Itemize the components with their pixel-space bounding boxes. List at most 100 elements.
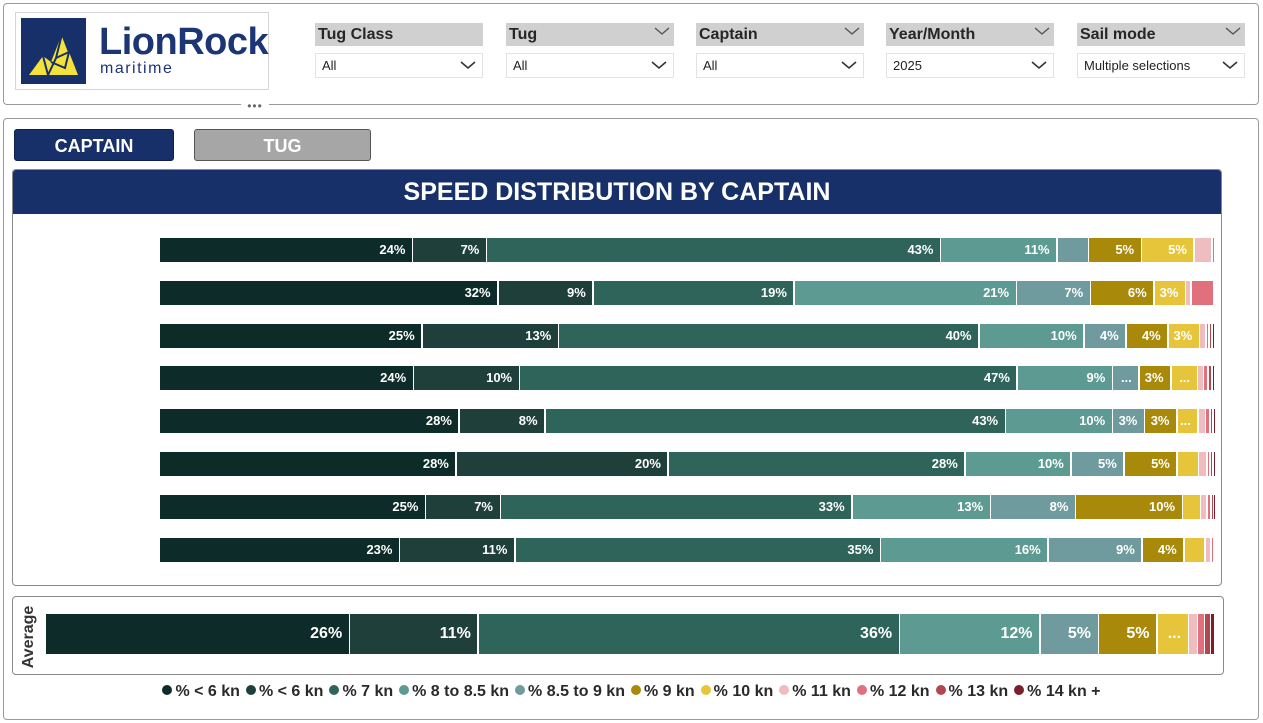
more-options-icon[interactable]: ••• (241, 99, 269, 115)
tug-class-dropdown[interactable]: All (315, 53, 483, 78)
bar-segment-row4-s8[interactable] (1198, 366, 1203, 391)
bar-segment-row4-s7[interactable] (1171, 366, 1197, 391)
bar-segment-row2-s2[interactable] (498, 280, 593, 305)
tab-captain[interactable]: CAPTAIN (14, 129, 174, 161)
bar-segment-row3-s9[interactable] (1206, 323, 1209, 348)
average-bar-segment-s1[interactable] (46, 614, 349, 654)
bar-segment-row4-s9[interactable] (1204, 366, 1208, 391)
legend-item[interactable]: % 13 kn (935, 683, 1008, 701)
bar-segment-row3-s6[interactable] (1126, 323, 1168, 348)
average-bar-segment-s3[interactable] (478, 614, 899, 654)
bar-segment-row6-s7[interactable] (1177, 452, 1198, 476)
bar-segment-row1-s1[interactable] (160, 238, 412, 262)
bar-segment-row7-s6[interactable] (1076, 494, 1182, 519)
bar-segment-row3-s5[interactable] (1084, 323, 1126, 348)
captain-dropdown[interactable]: All (696, 53, 864, 78)
bar-segment-row5-s7[interactable] (1177, 409, 1198, 434)
bar-segment-row7-s2[interactable] (426, 494, 500, 519)
average-bar-segment-s4[interactable] (900, 614, 1039, 654)
bar-segment-row1-s6[interactable] (1089, 238, 1141, 262)
bar-segment-row3-s11[interactable] (1212, 323, 1214, 348)
legend-item[interactable]: % 8.5 to 9 kn (515, 683, 625, 701)
average-bar-segment-s2[interactable] (350, 614, 478, 654)
bar-segment-row6-s8[interactable] (1199, 452, 1207, 476)
bar-segment-row5-s1[interactable] (160, 409, 459, 434)
bar-segment-row5-s6[interactable] (1145, 409, 1176, 434)
bar-segment-row7-s5[interactable] (991, 494, 1075, 519)
bar-segment-row8-s5[interactable] (1048, 537, 1142, 562)
bar-segment-row2-s3[interactable] (593, 280, 794, 305)
bar-segment-row7-s7[interactable] (1183, 494, 1200, 519)
bar-segment-row7-s3[interactable] (501, 494, 852, 519)
bar-segment-row1-s7[interactable] (1142, 238, 1194, 262)
bar-segment-row6-s3[interactable] (668, 452, 965, 476)
average-bar-segment-s10[interactable] (1205, 614, 1210, 654)
bar-segment-row6-s4[interactable] (965, 452, 1071, 476)
legend-item[interactable]: % < 6 kn (162, 683, 240, 701)
bar-segment-row2-s5[interactable] (1017, 280, 1090, 305)
bar-segment-row5-s10[interactable] (1210, 409, 1213, 434)
legend-item[interactable]: % 14 kn + (1014, 683, 1101, 701)
bar-segment-row5-s4[interactable] (1006, 409, 1112, 434)
bar-segment-row7-s9[interactable] (1207, 494, 1211, 519)
average-bar-segment-s5[interactable] (1040, 614, 1098, 654)
bar-segment-row6-s6[interactable] (1124, 452, 1177, 476)
chevron-down-icon[interactable] (654, 26, 670, 36)
bar-segment-row7-s11[interactable] (1213, 494, 1215, 519)
bar-segment-row5-s3[interactable] (545, 409, 1005, 434)
bar-segment-row3-s3[interactable] (559, 323, 979, 348)
legend-item[interactable]: % < 6 kn (245, 683, 323, 701)
bar-segment-row6-s5[interactable] (1071, 452, 1124, 476)
bar-segment-row7-s1[interactable] (160, 494, 425, 519)
bar-segment-row4-s6[interactable] (1139, 366, 1171, 391)
bar-segment-row2-s1[interactable] (160, 280, 498, 305)
bar-segment-row3-s2[interactable] (422, 323, 558, 348)
bar-segment-row1-s4[interactable] (941, 238, 1057, 262)
bar-segment-row7-s8[interactable] (1201, 494, 1207, 519)
bar-segment-row6-s9[interactable] (1207, 452, 1210, 476)
bar-segment-row7-s10[interactable] (1211, 494, 1213, 519)
bar-segment-row4-s11[interactable] (1212, 366, 1214, 391)
bar-segment-row3-s4[interactable] (979, 323, 1084, 348)
bar-segment-row4-s5[interactable] (1113, 366, 1139, 391)
bar-segment-row8-s1[interactable] (160, 537, 399, 562)
bar-segment-row4-s1[interactable] (160, 366, 413, 391)
tab-tug[interactable]: TUG (194, 129, 371, 161)
bar-segment-row2-s4[interactable] (794, 280, 1016, 305)
average-bar-segment-s7[interactable] (1157, 614, 1188, 654)
legend-item[interactable]: % 12 kn (856, 683, 930, 701)
average-bar-segment-s8[interactable] (1189, 614, 1197, 654)
tug-dropdown[interactable]: All (506, 53, 674, 78)
bar-segment-row1-s9[interactable] (1212, 238, 1214, 262)
bar-segment-row5-s2[interactable] (459, 409, 545, 434)
sail-mode-dropdown[interactable]: Multiple selections (1077, 53, 1245, 78)
bar-segment-row1-s3[interactable] (487, 238, 940, 262)
bar-segment-row8-s7[interactable] (1184, 537, 1205, 562)
bar-segment-row8-s3[interactable] (515, 537, 880, 562)
legend-item[interactable]: % 10 kn (700, 683, 773, 701)
bar-segment-row6-s10[interactable] (1210, 452, 1213, 476)
bar-segment-row6-s2[interactable] (456, 452, 668, 476)
bar-segment-row8-s4[interactable] (881, 537, 1048, 562)
legend-item[interactable]: % 9 kn (630, 683, 695, 701)
legend-item[interactable]: % 7 kn (329, 683, 393, 701)
bar-segment-row6-s11[interactable] (1213, 452, 1215, 476)
bar-segment-row8-s9[interactable] (1211, 537, 1214, 562)
chevron-down-icon[interactable] (1225, 26, 1241, 36)
bar-segment-row5-s8[interactable] (1198, 409, 1205, 434)
bar-segment-row8-s2[interactable] (400, 537, 514, 562)
bar-segment-row3-s1[interactable] (160, 323, 422, 348)
bar-segment-row2-s7[interactable] (1154, 280, 1185, 305)
bar-segment-row6-s1[interactable] (160, 452, 456, 476)
bar-segment-row2-s9[interactable] (1191, 280, 1214, 305)
bar-segment-row4-s10[interactable] (1208, 366, 1212, 391)
bar-segment-row4-s2[interactable] (414, 366, 519, 391)
bar-segment-row5-s5[interactable] (1113, 409, 1144, 434)
legend-item[interactable]: % 8 to 8.5 kn (399, 683, 509, 701)
bar-segment-row3-s10[interactable] (1209, 323, 1212, 348)
chevron-down-icon[interactable] (844, 26, 860, 36)
chevron-down-icon[interactable] (1034, 26, 1050, 36)
bar-segment-row4-s3[interactable] (520, 366, 1017, 391)
bar-segment-row8-s8[interactable] (1205, 537, 1211, 562)
average-bar-segment-s9[interactable] (1198, 614, 1204, 654)
